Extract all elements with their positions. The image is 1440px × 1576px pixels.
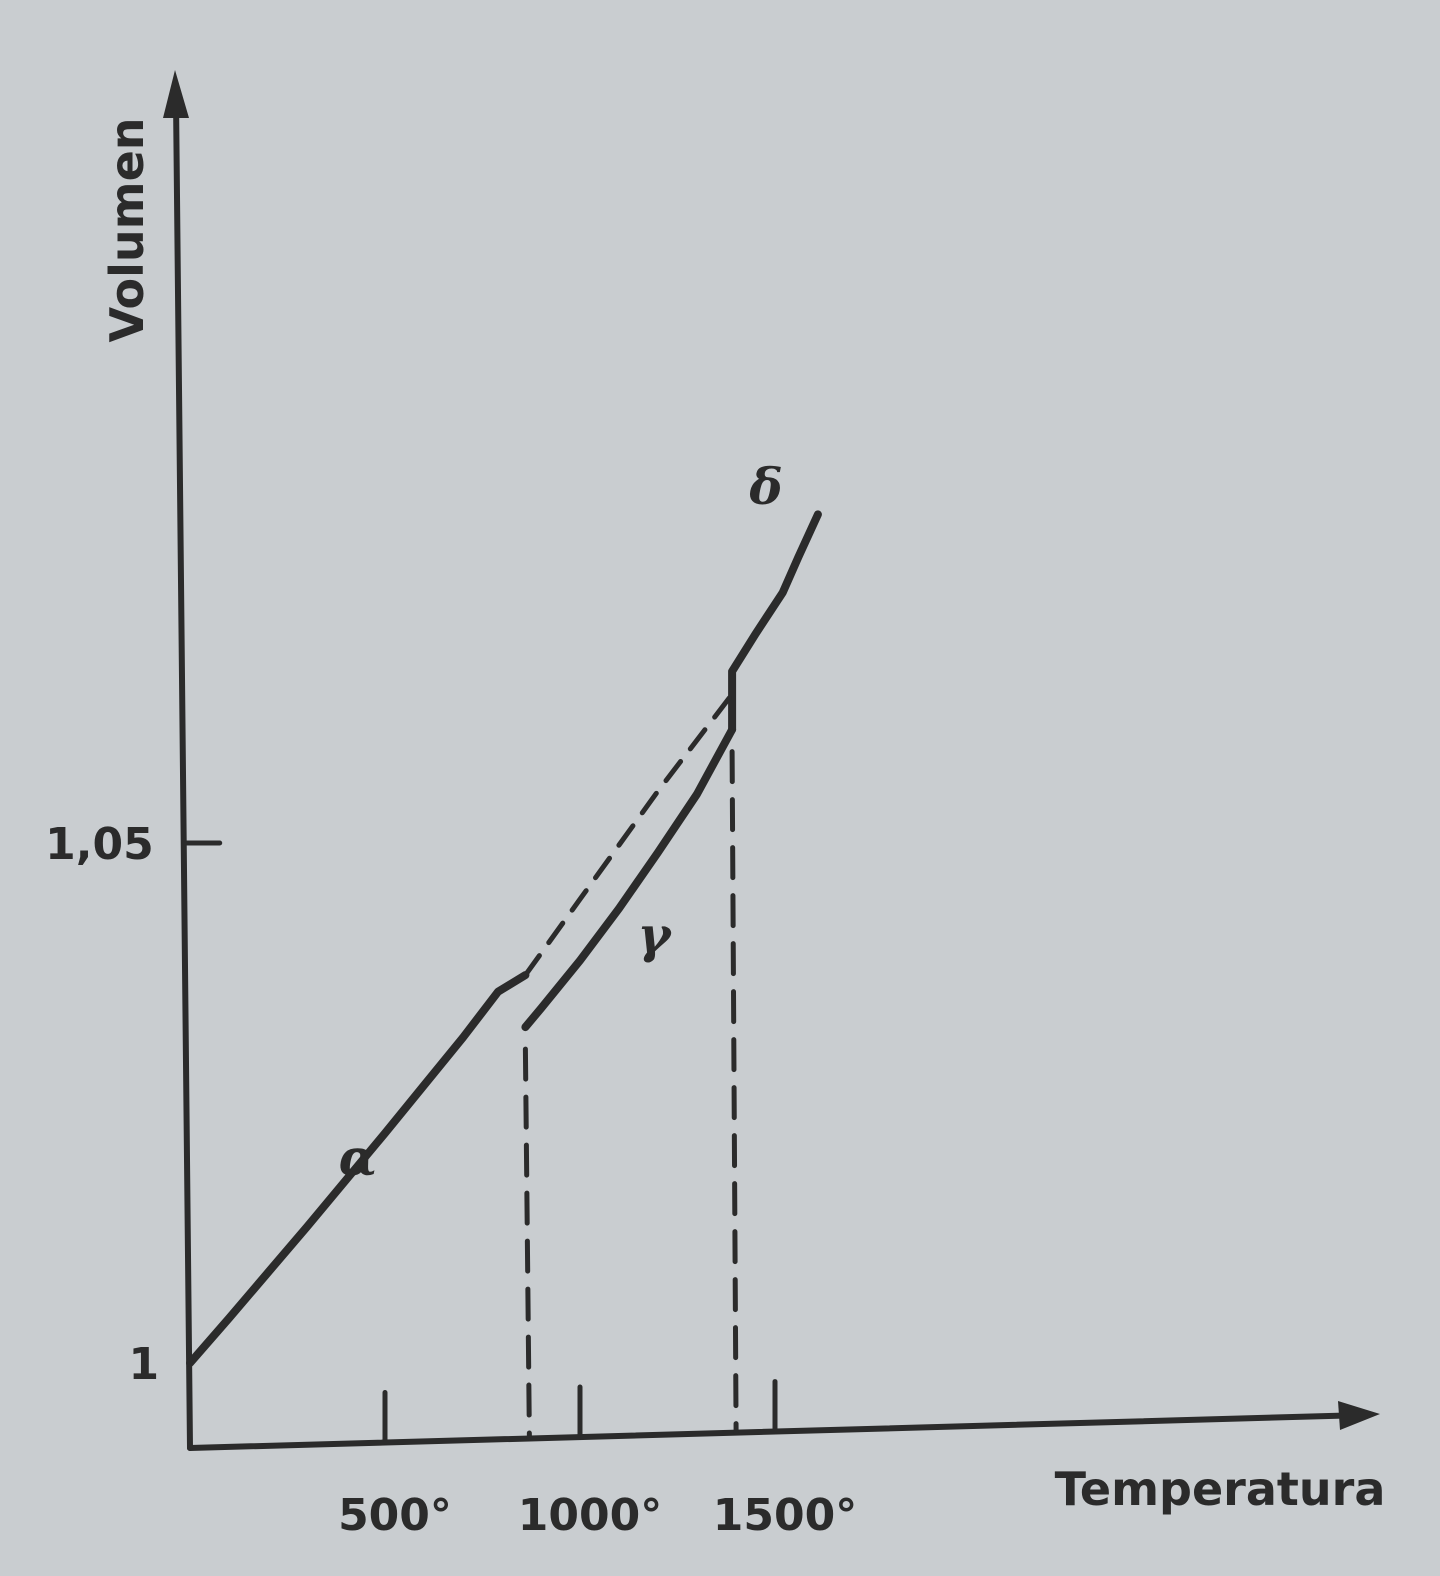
series-1-line [521, 725, 737, 1032]
series-2-line [728, 510, 822, 734]
y-axis-line [173, 97, 193, 1451]
y-ticks: 11,05 [45, 819, 223, 1390]
series-label-alpha: α [339, 1128, 377, 1187]
y-tick-label-1: 1,05 [45, 819, 154, 870]
x-axis-arrow [1338, 1401, 1380, 1430]
y-tick-label-0: 1 [128, 1339, 159, 1390]
series-0-line [186, 971, 530, 1367]
dashed-guides [522, 749, 739, 1442]
x-tick-label-2: 1500° [713, 1490, 857, 1541]
series-3-line [522, 691, 735, 978]
series-label-delta: δ [748, 457, 782, 516]
axes [163, 70, 1380, 1451]
series-label-gamma: γ [637, 905, 672, 964]
vline-0 [522, 1046, 532, 1442]
series-lines [186, 510, 822, 1367]
x-axis-label: Temperatura [1055, 1462, 1386, 1516]
y-axis-label: Volumen [100, 117, 154, 342]
x-tick-label-0: 500° [338, 1490, 452, 1541]
vline-1 [729, 749, 739, 1436]
x-ticks: 500° 1000° 1500° [338, 1379, 857, 1541]
x-tick-label-1: 1000° [518, 1490, 662, 1541]
y-axis-arrow [163, 70, 189, 118]
